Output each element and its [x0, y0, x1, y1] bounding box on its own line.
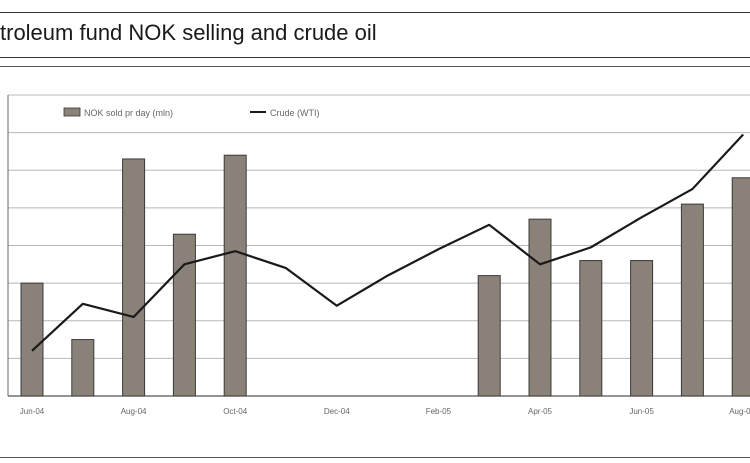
bar-Jun-05: [630, 260, 654, 397]
bar-Aug-04: [122, 158, 146, 397]
bar-May-05: [579, 260, 603, 397]
x-tick-label: Jun-04: [20, 407, 45, 416]
bar-Jul-05: [680, 203, 704, 397]
x-tick-label: Apr-05: [528, 407, 553, 416]
bar-Mar-05: [477, 275, 501, 397]
x-tick-label: Aug-04: [121, 407, 147, 416]
legend: NOK sold pr day (mln) Crude (WTI): [63, 107, 320, 118]
x-tick-label: Aug-0: [729, 407, 750, 416]
bar-Apr-05: [528, 218, 552, 397]
bar-Oct-04: [223, 154, 247, 397]
bar-Aug-05: [731, 177, 750, 397]
legend-bar-label: NOK sold pr day (mln): [84, 108, 173, 118]
crude-line: [31, 133, 745, 352]
legend-line-label: Crude (WTI): [270, 108, 320, 118]
chart-title: troleum fund NOK selling and crude oil: [0, 20, 377, 45]
x-tick-label: Dec-04: [324, 407, 350, 416]
x-tick-label: Oct-04: [223, 407, 248, 416]
chart-frame: [0, 66, 750, 458]
bar-Jul-04: [71, 339, 95, 397]
bar-Sep-04: [172, 233, 196, 397]
bar-Jun-04: [20, 282, 44, 397]
x-tick-labels: Jun-04 Aug-04 Oct-04 Dec-04 Feb-05 Apr-05 Jun-…: [20, 407, 750, 416]
x-tick-label: Feb-05: [426, 407, 452, 416]
x-tick-label: Jun-05: [629, 407, 654, 416]
bar-series: [20, 154, 750, 397]
legend-bar-swatch: [63, 107, 81, 117]
title-box: [0, 12, 750, 58]
